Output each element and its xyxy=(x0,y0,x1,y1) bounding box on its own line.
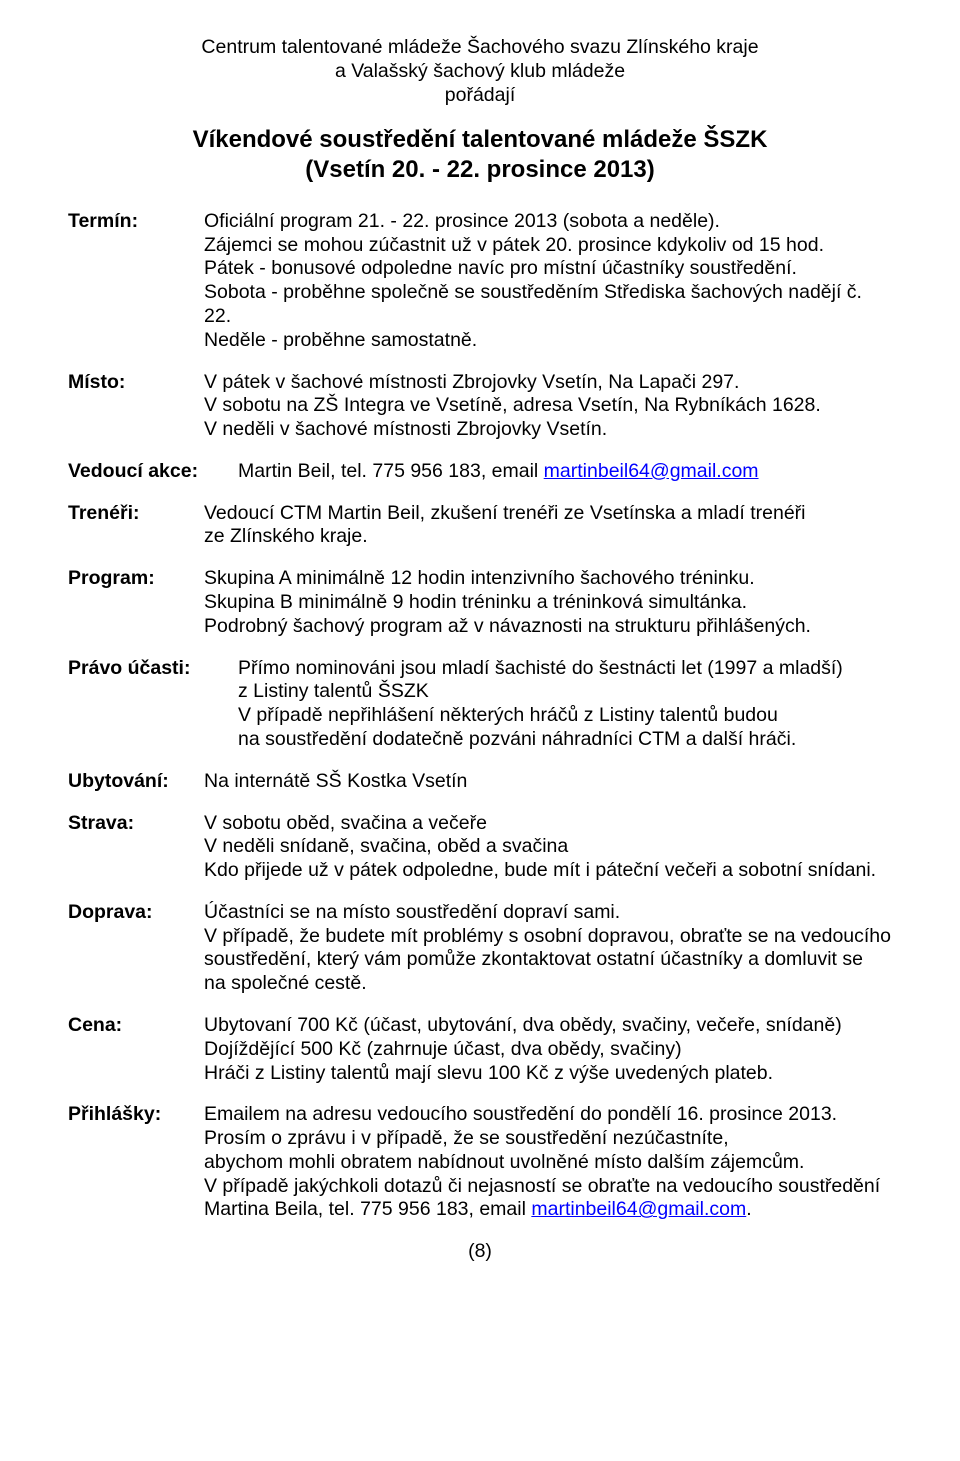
section-ubytovani: Ubytování: Na internátě SŠ Kostka Vsetín xyxy=(68,770,892,794)
program-line: Skupina A minimálně 12 hodin intenzivníh… xyxy=(204,567,892,591)
doprava-line: na společné cestě. xyxy=(204,972,892,996)
section-doprava: Doprava: Účastníci se na místo soustředě… xyxy=(68,901,892,996)
section-treneri: Trenéři: Vedoucí CTM Martin Beil, zkušen… xyxy=(68,502,892,550)
label-prihlasky: Přihlášky: xyxy=(68,1103,204,1222)
vedouci-text: Martin Beil, tel. 775 956 183, email xyxy=(238,460,544,482)
content-doprava: Účastníci se na místo soustředění doprav… xyxy=(204,901,892,996)
cena-line: Hráči z Listiny talentů mají slevu 100 K… xyxy=(204,1062,892,1086)
label-cena: Cena: xyxy=(68,1014,204,1085)
document-header: Centrum talentované mládeže Šachového sv… xyxy=(68,36,892,184)
content-prihlasky: Emailem na adresu vedoucího soustředění … xyxy=(204,1103,892,1222)
prihlasky-text: Martina Beila, tel. 775 956 183, email xyxy=(204,1198,531,1220)
pravo-line: V případě nepřihlášení některých hráčů z… xyxy=(238,704,892,728)
label-program: Program: xyxy=(68,567,204,638)
content-program: Skupina A minimálně 12 hodin intenzivníh… xyxy=(204,567,892,638)
content-ubytovani: Na internátě SŠ Kostka Vsetín xyxy=(204,770,892,794)
termin-line: Zájemci se mohou zúčastnit už v pátek 20… xyxy=(204,234,892,258)
document-subtitle: (Vsetín 20. - 22. prosince 2013) xyxy=(68,155,892,184)
page-number: (8) xyxy=(68,1240,892,1264)
label-ubytovani: Ubytování: xyxy=(68,770,204,794)
prihlasky-line: Emailem na adresu vedoucího soustředění … xyxy=(204,1103,892,1127)
label-doprava: Doprava: xyxy=(68,901,204,996)
vedouci-line: Martin Beil, tel. 775 956 183, email mar… xyxy=(238,460,892,484)
program-line: Podrobný šachový program až v návaznosti… xyxy=(204,615,892,639)
program-line: Skupina B minimálně 9 hodin tréninku a t… xyxy=(204,591,892,615)
header-line-3: pořádají xyxy=(68,84,892,108)
content-misto: V pátek v šachové místnosti Zbrojovky Vs… xyxy=(204,371,892,442)
section-termin: Termín: Oficiální program 21. - 22. pros… xyxy=(68,210,892,353)
section-cena: Cena: Ubytovaní 700 Kč (účast, ubytování… xyxy=(68,1014,892,1085)
prihlasky-line: V případě jakýchkoli dotazů či nejasnost… xyxy=(204,1175,892,1199)
label-vedouci: Vedoucí akce: xyxy=(68,460,238,484)
pravo-line: z Listiny talentů ŠSZK xyxy=(238,680,892,704)
header-line-2: a Valašský šachový klub mládeže xyxy=(68,60,892,84)
header-line-1: Centrum talentované mládeže Šachového sv… xyxy=(68,36,892,60)
prihlasky-text: . xyxy=(746,1198,751,1220)
doprava-line: Účastníci se na místo soustředění doprav… xyxy=(204,901,892,925)
content-termin: Oficiální program 21. - 22. prosince 201… xyxy=(204,210,892,353)
termin-line: Neděle - proběhne samostatně. xyxy=(204,329,892,353)
content-vedouci: Martin Beil, tel. 775 956 183, email mar… xyxy=(238,460,892,484)
section-pravo: Právo účasti: Přímo nominováni jsou mlad… xyxy=(68,657,892,752)
prihlasky-line: Martina Beila, tel. 775 956 183, email m… xyxy=(204,1198,892,1222)
document-title: Víkendové soustředění talentované mládež… xyxy=(68,125,892,154)
content-pravo: Přímo nominováni jsou mladí šachisté do … xyxy=(238,657,892,752)
strava-line: V sobotu oběd, svačina a večeře xyxy=(204,812,892,836)
prihlasky-email-link[interactable]: martinbeil64@gmail.com xyxy=(531,1198,746,1220)
misto-line: V neděli v šachové místnosti Zbrojovky V… xyxy=(204,418,892,442)
strava-line: V neděli snídaně, svačina, oběd a svačin… xyxy=(204,835,892,859)
treneri-line: Vedoucí CTM Martin Beil, zkušení trenéři… xyxy=(204,502,892,526)
vedouci-email-link[interactable]: martinbeil64@gmail.com xyxy=(544,460,759,482)
content-strava: V sobotu oběd, svačina a večeře V neděli… xyxy=(204,812,892,883)
label-termin: Termín: xyxy=(68,210,204,353)
content-treneri: Vedoucí CTM Martin Beil, zkušení trenéři… xyxy=(204,502,892,550)
cena-line: Ubytovaní 700 Kč (účast, ubytování, dva … xyxy=(204,1014,892,1038)
pravo-line: Přímo nominováni jsou mladí šachisté do … xyxy=(238,657,892,681)
termin-line: Sobota - proběhne společně se soustředěn… xyxy=(204,281,892,329)
section-strava: Strava: V sobotu oběd, svačina a večeře … xyxy=(68,812,892,883)
content-cena: Ubytovaní 700 Kč (účast, ubytování, dva … xyxy=(204,1014,892,1085)
ubytovani-line: Na internátě SŠ Kostka Vsetín xyxy=(204,770,892,794)
treneri-line: ze Zlínského kraje. xyxy=(204,525,892,549)
section-program: Program: Skupina A minimálně 12 hodin in… xyxy=(68,567,892,638)
doprava-line: V případě, že budete mít problémy s osob… xyxy=(204,925,892,949)
termin-line: Pátek - bonusové odpoledne navíc pro mís… xyxy=(204,257,892,281)
label-treneri: Trenéři: xyxy=(68,502,204,550)
section-prihlasky: Přihlášky: Emailem na adresu vedoucího s… xyxy=(68,1103,892,1222)
prihlasky-line: abychom mohli obratem nabídnout uvolněné… xyxy=(204,1151,892,1175)
cena-line: Dojíždějící 500 Kč (zahrnuje účast, dva … xyxy=(204,1038,892,1062)
section-vedouci: Vedoucí akce: Martin Beil, tel. 775 956 … xyxy=(68,460,892,484)
label-pravo: Právo účasti: xyxy=(68,657,238,752)
doprava-line: soustředění, který vám pomůže zkontaktov… xyxy=(204,948,892,972)
pravo-line: na soustředění dodatečně pozváni náhradn… xyxy=(238,728,892,752)
misto-line: V pátek v šachové místnosti Zbrojovky Vs… xyxy=(204,371,892,395)
label-strava: Strava: xyxy=(68,812,204,883)
prihlasky-line: Prosím o zprávu i v případě, že se soust… xyxy=(204,1127,892,1151)
label-misto: Místo: xyxy=(68,371,204,442)
misto-line: V sobotu na ZŠ Integra ve Vsetíně, adres… xyxy=(204,394,892,418)
section-misto: Místo: V pátek v šachové místnosti Zbroj… xyxy=(68,371,892,442)
termin-line: Oficiální program 21. - 22. prosince 201… xyxy=(204,210,892,234)
strava-line: Kdo přijede už v pátek odpoledne, bude m… xyxy=(204,859,892,883)
